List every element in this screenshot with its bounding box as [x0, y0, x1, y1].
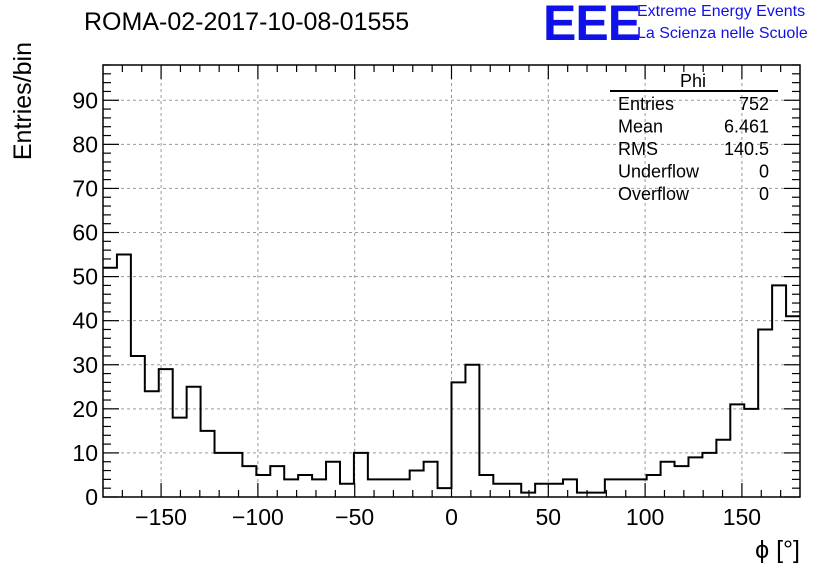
- histogram-bin: [688, 457, 702, 497]
- stats-value: 0: [759, 162, 769, 182]
- histogram-bin: [661, 462, 675, 497]
- eee-logo: EEE: [543, 0, 641, 51]
- histogram-bin: [173, 418, 187, 497]
- statistics-box: Phi Entries 752 Mean 6.461 RMS 140.5 Underflow…: [610, 71, 778, 204]
- y-tick-label: 0: [85, 484, 98, 510]
- histogram-bin: [298, 475, 312, 497]
- histogram-bin: [647, 475, 661, 497]
- histogram-bin: [368, 479, 382, 497]
- x-tick-label: −50: [335, 504, 374, 530]
- histogram-bin: [493, 484, 507, 497]
- histogram-bin: [117, 255, 131, 497]
- histogram-bin: [549, 484, 563, 497]
- stats-label: Overflow: [618, 184, 690, 204]
- stats-value: 752: [739, 94, 769, 114]
- y-tick-label: 50: [72, 264, 98, 290]
- y-axis-title: Entries/bin: [9, 42, 37, 160]
- histogram-bin: [716, 440, 730, 497]
- x-tick-label: −100: [232, 504, 284, 530]
- logo-subtitle-line2: La Scienza nelle Scuole: [637, 25, 808, 42]
- y-tick-label: 40: [72, 308, 98, 334]
- histogram-bin: [772, 285, 786, 497]
- histogram-bin: [452, 382, 466, 497]
- histogram-bin: [758, 329, 772, 497]
- histogram-bin: [326, 462, 340, 497]
- histogram-bin: [215, 453, 229, 497]
- stats-value: 140.5: [724, 139, 769, 159]
- histogram-bin: [145, 391, 159, 497]
- stats-label: Entries: [618, 94, 674, 114]
- histogram-bin: [187, 387, 201, 497]
- y-tick-labels: 0 10 20 30 40 50 60 70 80 90: [72, 87, 98, 510]
- stats-label: Mean: [618, 117, 663, 137]
- x-tick-label: 100: [626, 504, 664, 530]
- x-tick-labels: −150 −100 −50 0 50 100 150: [135, 504, 761, 530]
- axis-ticks: [103, 64, 800, 498]
- histogram-bin: [396, 479, 410, 497]
- histogram-bin: [131, 356, 145, 497]
- histogram-bin: [242, 466, 256, 497]
- y-tick-label: 70: [72, 175, 98, 201]
- y-tick-label: 60: [72, 220, 98, 246]
- histogram-bin: [228, 453, 242, 497]
- histogram-bin: [702, 453, 716, 497]
- stats-label: RMS: [618, 139, 658, 159]
- histogram-bin: [201, 431, 215, 497]
- x-axis-title: ϕ [°]: [755, 536, 800, 564]
- histogram-outline: [103, 253, 800, 494]
- histogram-bin: [340, 484, 354, 497]
- x-tick-label: 0: [445, 504, 458, 530]
- x-tick-label: 150: [723, 504, 761, 530]
- logo-subtitle-line1: Extreme Energy Events: [637, 3, 806, 20]
- histogram-bin: [479, 475, 493, 497]
- histogram-bin: [410, 471, 424, 497]
- y-tick-label: 10: [72, 440, 98, 466]
- histogram-bin: [424, 462, 438, 497]
- x-tick-label: −150: [135, 504, 187, 530]
- stats-label: Underflow: [618, 162, 700, 182]
- histogram-bin: [786, 316, 800, 497]
- histogram-title: ROMA-02-2017-10-08-01555: [84, 8, 410, 36]
- stats-value: 0: [759, 184, 769, 204]
- y-tick-label: 80: [72, 131, 98, 157]
- y-tick-label: 20: [72, 396, 98, 422]
- stats-value: 6.461: [724, 117, 769, 137]
- histogram-bin: [563, 479, 577, 497]
- x-tick-label: 50: [536, 504, 562, 530]
- histogram-bin: [312, 479, 326, 497]
- histogram-bin: [535, 484, 549, 497]
- histogram-bin: [354, 453, 368, 497]
- histogram-bin: [465, 365, 479, 497]
- histogram-bin: [675, 466, 689, 497]
- stats-box-name: Phi: [680, 71, 706, 91]
- histogram-bin: [438, 488, 452, 497]
- y-tick-label: 30: [72, 352, 98, 378]
- stats-rows: Entries 752 Mean 6.461 RMS 140.5 Underflow 0 Ove…: [618, 94, 769, 204]
- y-tick-label: 90: [72, 87, 98, 113]
